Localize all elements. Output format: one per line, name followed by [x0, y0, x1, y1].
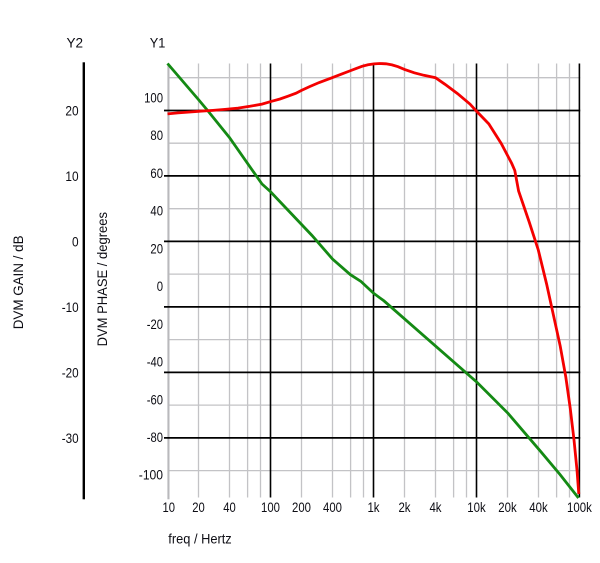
svg-text:20k: 20k	[498, 499, 517, 515]
svg-text:100: 100	[144, 90, 163, 106]
svg-text:2k: 2k	[398, 499, 411, 515]
svg-text:80: 80	[150, 127, 163, 143]
svg-text:4k: 4k	[429, 499, 442, 515]
svg-text:20: 20	[192, 499, 205, 515]
svg-text:freq / Hertz: freq / Hertz	[168, 531, 231, 547]
svg-text:40: 40	[150, 203, 163, 219]
svg-text:200: 200	[292, 499, 311, 515]
svg-text:10k: 10k	[467, 499, 486, 515]
svg-text:DVM GAIN / dB: DVM GAIN / dB	[10, 236, 26, 330]
svg-text:-20: -20	[147, 316, 163, 332]
svg-text:-40: -40	[147, 354, 163, 370]
svg-text:400: 400	[323, 499, 342, 515]
svg-text:60: 60	[150, 165, 163, 181]
svg-text:100: 100	[261, 499, 280, 515]
svg-text:10: 10	[65, 168, 78, 184]
svg-text:10: 10	[163, 499, 176, 515]
svg-text:Y1: Y1	[150, 34, 166, 50]
svg-text:20: 20	[65, 103, 78, 119]
svg-text:-100: -100	[139, 467, 163, 483]
svg-text:-80: -80	[147, 429, 163, 445]
svg-text:0: 0	[157, 278, 163, 294]
svg-text:40: 40	[223, 499, 236, 515]
svg-text:0: 0	[72, 233, 79, 249]
svg-text:DVM PHASE / degrees: DVM PHASE / degrees	[94, 212, 110, 346]
svg-text:-30: -30	[62, 430, 79, 446]
svg-text:-10: -10	[62, 299, 79, 315]
svg-text:-60: -60	[147, 391, 163, 407]
svg-text:1k: 1k	[367, 499, 380, 515]
svg-text:40k: 40k	[529, 499, 548, 515]
svg-text:100k: 100k	[567, 499, 593, 515]
svg-text:-20: -20	[62, 364, 79, 380]
svg-text:Y2: Y2	[67, 34, 84, 50]
svg-text:20: 20	[150, 240, 163, 256]
